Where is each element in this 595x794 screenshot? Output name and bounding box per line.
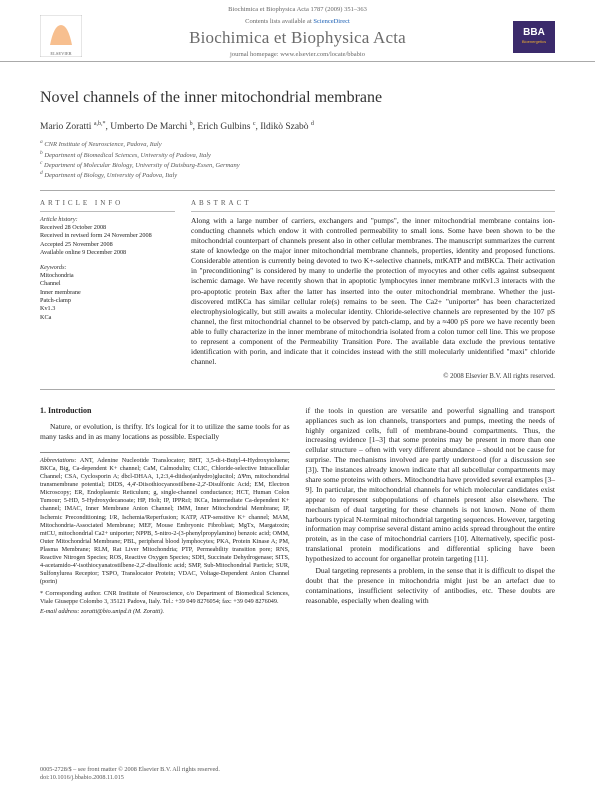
left-column: 1. Introduction Nature, or evolution, is… xyxy=(40,406,290,617)
bba-cover-thumb: BBA Bioenergetics xyxy=(513,21,555,53)
keyword-item: Patch-clamp xyxy=(40,297,175,305)
abstract-heading: ABSTRACT xyxy=(191,199,555,211)
journal-homepage: journal homepage: www.elsevier.com/locat… xyxy=(0,51,595,59)
history-line: Available online 9 December 2008 xyxy=(40,249,175,257)
keywords-list: MitochondriaChannelInner membranePatch-c… xyxy=(40,272,175,322)
affiliation-line: d Department of Biology, University of P… xyxy=(40,170,555,180)
affiliation-line: a CNR Institute of Neuroscience, Padova,… xyxy=(40,139,555,149)
citation-line: Biochimica et Biophysica Acta 1787 (2009… xyxy=(40,6,555,14)
page-footer: 0005-2728/$ – see front matter © 2008 El… xyxy=(40,766,555,782)
history-line: Received 28 October 2008 xyxy=(40,224,175,232)
history-label: Article history: xyxy=(40,216,175,224)
journal-title: Biochimica et Biophysica Acta xyxy=(40,27,555,49)
corresponding-author: * Corresponding author. CNR Institute of… xyxy=(40,590,290,606)
sciencedirect-line: Contents lists available at ScienceDirec… xyxy=(40,18,555,26)
svg-text:BBA: BBA xyxy=(523,27,545,38)
footer-doi: doi:10.1016/j.bbabio.2008.11.015 xyxy=(40,774,220,782)
keywords-label: Keywords: xyxy=(40,264,175,272)
abbrev-label: Abbreviations: xyxy=(40,457,77,464)
email-line: E-mail address: zoratti@bio.unipd.it (M.… xyxy=(40,608,290,616)
intro-para-right-1: if the tools in question are versatile a… xyxy=(306,406,556,564)
abbrev-text: ANT, Adenine Nucleotide Translocator; BH… xyxy=(40,457,290,585)
journal-header: Biochimica et Biophysica Acta 1787 (2009… xyxy=(0,0,595,62)
svg-text:Bioenergetics: Bioenergetics xyxy=(522,39,546,44)
footer-front-matter: 0005-2728/$ – see front matter © 2008 El… xyxy=(40,766,220,774)
intro-para-1: Nature, or evolution, is thrifty. It's l… xyxy=(40,422,290,442)
history-line: Received in revised form 24 November 200… xyxy=(40,232,175,240)
history-line: Accepted 25 November 2008 xyxy=(40,241,175,249)
affiliation-line: c Department of Molecular Biology, Unive… xyxy=(40,160,555,170)
article-info-panel: ARTICLE INFO Article history: Received 2… xyxy=(40,199,175,380)
keyword-item: Channel xyxy=(40,280,175,288)
affiliations: a CNR Institute of Neuroscience, Padova,… xyxy=(40,139,555,180)
keyword-item: KCa xyxy=(40,314,175,322)
history-list: Received 28 October 2008Received in revi… xyxy=(40,224,175,257)
abbreviations-box: Abbreviations: ANT, Adenine Nucleotide T… xyxy=(40,452,290,586)
abstract-copyright: © 2008 Elsevier B.V. All rights reserved… xyxy=(191,372,555,381)
abstract-panel: ABSTRACT Along with a large number of ca… xyxy=(191,199,555,380)
section-1-heading: 1. Introduction xyxy=(40,406,290,417)
article-title: Novel channels of the inner mitochondria… xyxy=(40,88,555,109)
keyword-item: Kv1.3 xyxy=(40,305,175,313)
right-column: if the tools in question are versatile a… xyxy=(306,406,556,617)
sciencedirect-link[interactable]: ScienceDirect xyxy=(313,18,349,25)
intro-para-right-2: Dual targeting represents a problem, in … xyxy=(306,566,556,606)
keyword-item: Inner membrane xyxy=(40,289,175,297)
abstract-text: Along with a large number of carriers, e… xyxy=(191,216,555,368)
keyword-item: Mitochondria xyxy=(40,272,175,280)
author-list: Mario Zoratti a,b,*, Umberto De Marchi b… xyxy=(40,121,555,134)
affiliation-line: b Department of Biomedical Sciences, Uni… xyxy=(40,150,555,160)
info-heading: ARTICLE INFO xyxy=(40,199,175,211)
